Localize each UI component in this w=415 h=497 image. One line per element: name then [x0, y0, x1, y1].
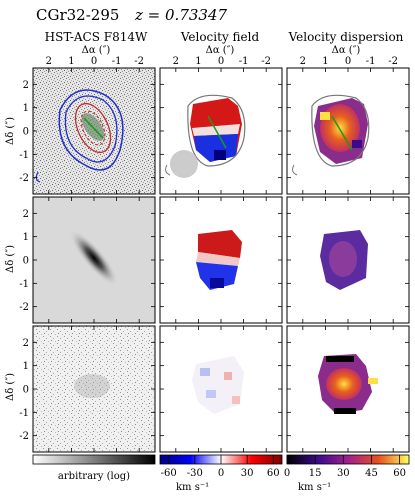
panel-dispersion-observed: [286, 67, 410, 195]
y-tick-label: -1: [19, 408, 29, 419]
colorbar-tick-label: -30: [187, 468, 203, 479]
panel-velocity-residual: [159, 325, 283, 453]
x-tick-label: 1: [68, 56, 74, 67]
colorbar-tick-label: 60: [393, 468, 406, 479]
panel-velocity-observed: [159, 67, 283, 195]
colorbar-tick-label: 45: [365, 468, 378, 479]
y-tick-label: 1: [23, 103, 29, 114]
y-tick-label: 1: [23, 232, 29, 243]
colorbar-tick-label: -60: [161, 468, 177, 479]
colorbar-tick-label: 0: [218, 468, 224, 479]
x-tick-label: 1: [322, 56, 328, 67]
panel-dispersion-residual: [286, 325, 410, 453]
x-axis-label-dispersion: Δα (″): [332, 45, 361, 56]
redshift: z = 0.73347: [134, 6, 227, 24]
column-title-velocity: Velocity field: [180, 30, 260, 44]
x-axis-label-hst: Δα (″): [82, 45, 111, 56]
colorbar-dispersion: [286, 454, 410, 465]
x-tick-label: 2: [300, 56, 306, 67]
panel-velocity-model: [159, 196, 283, 324]
colorbar-tick-label: 0: [284, 468, 290, 479]
y-axis-label-row3: Δδ (″): [5, 373, 16, 401]
y-tick-label: 0: [23, 127, 29, 138]
colorbar-tick-label: 30: [337, 468, 350, 479]
x-tick-label: 0: [345, 56, 351, 67]
x-tick-label: 1: [195, 56, 201, 67]
colorbar-label-velocity: km s⁻¹: [176, 482, 209, 493]
y-tick-label: 0: [23, 256, 29, 267]
x-tick-label: -1: [112, 56, 122, 67]
x-tick-label: 0: [91, 56, 97, 67]
axis-ticks: 2 1 0 -1 -2 2 1 0 -1 -2 2 1 0 -1 -2 2 1 0 -1 -2 2 1 0 -1 -2 2 1 0 -1…: [19, 56, 409, 452]
colorbar-tick-label: 30: [241, 468, 254, 479]
y-tick-label: 0: [23, 385, 29, 396]
panel-hst-residual: [32, 325, 156, 453]
colorbar-tick-label: 60: [267, 468, 280, 479]
y-tick-label: 2: [23, 209, 29, 220]
object-name: CGr32-295: [36, 6, 119, 24]
y-tick-label: -2: [19, 173, 29, 184]
y-tick-label: -2: [19, 431, 29, 442]
x-tick-label: 2: [173, 56, 179, 67]
panel-hst-observed: [32, 67, 156, 195]
x-axis-label-velocity: Δα (″): [206, 45, 235, 56]
x-tick-label: -1: [239, 56, 249, 67]
panel-dispersion-model: [286, 196, 410, 324]
y-tick-label: 1: [23, 361, 29, 372]
colorbar-tick-label: 15: [309, 468, 322, 479]
y-tick-label: -1: [19, 150, 29, 161]
y-tick-label: 2: [23, 338, 29, 349]
colorbar-label-dispersion: km s⁻¹: [298, 482, 331, 493]
y-axis-label-row1: Δδ (″): [5, 117, 16, 145]
y-axis-label-row2: Δδ (″): [5, 245, 16, 273]
panel-hst-model: [32, 196, 156, 324]
colorbar-hst: [32, 454, 156, 465]
x-tick-label: 0: [218, 56, 224, 67]
x-tick-label: -2: [261, 56, 271, 67]
y-tick-label: -2: [19, 302, 29, 313]
colorbar-label-hst: arbitrary (log): [58, 471, 130, 482]
x-tick-label: -1: [366, 56, 376, 67]
x-tick-label: -2: [134, 56, 144, 67]
column-title-hst: HST-ACS F814W: [45, 30, 148, 44]
y-tick-label: -1: [19, 279, 29, 290]
colorbar-ticks: -60 -30 0 30 60 0 15 30 45 60: [161, 455, 406, 479]
y-tick-label: 2: [23, 80, 29, 91]
column-title-dispersion: Velocity dispersion: [288, 30, 404, 44]
x-tick-label: -2: [388, 56, 398, 67]
x-tick-label: 2: [46, 56, 52, 67]
